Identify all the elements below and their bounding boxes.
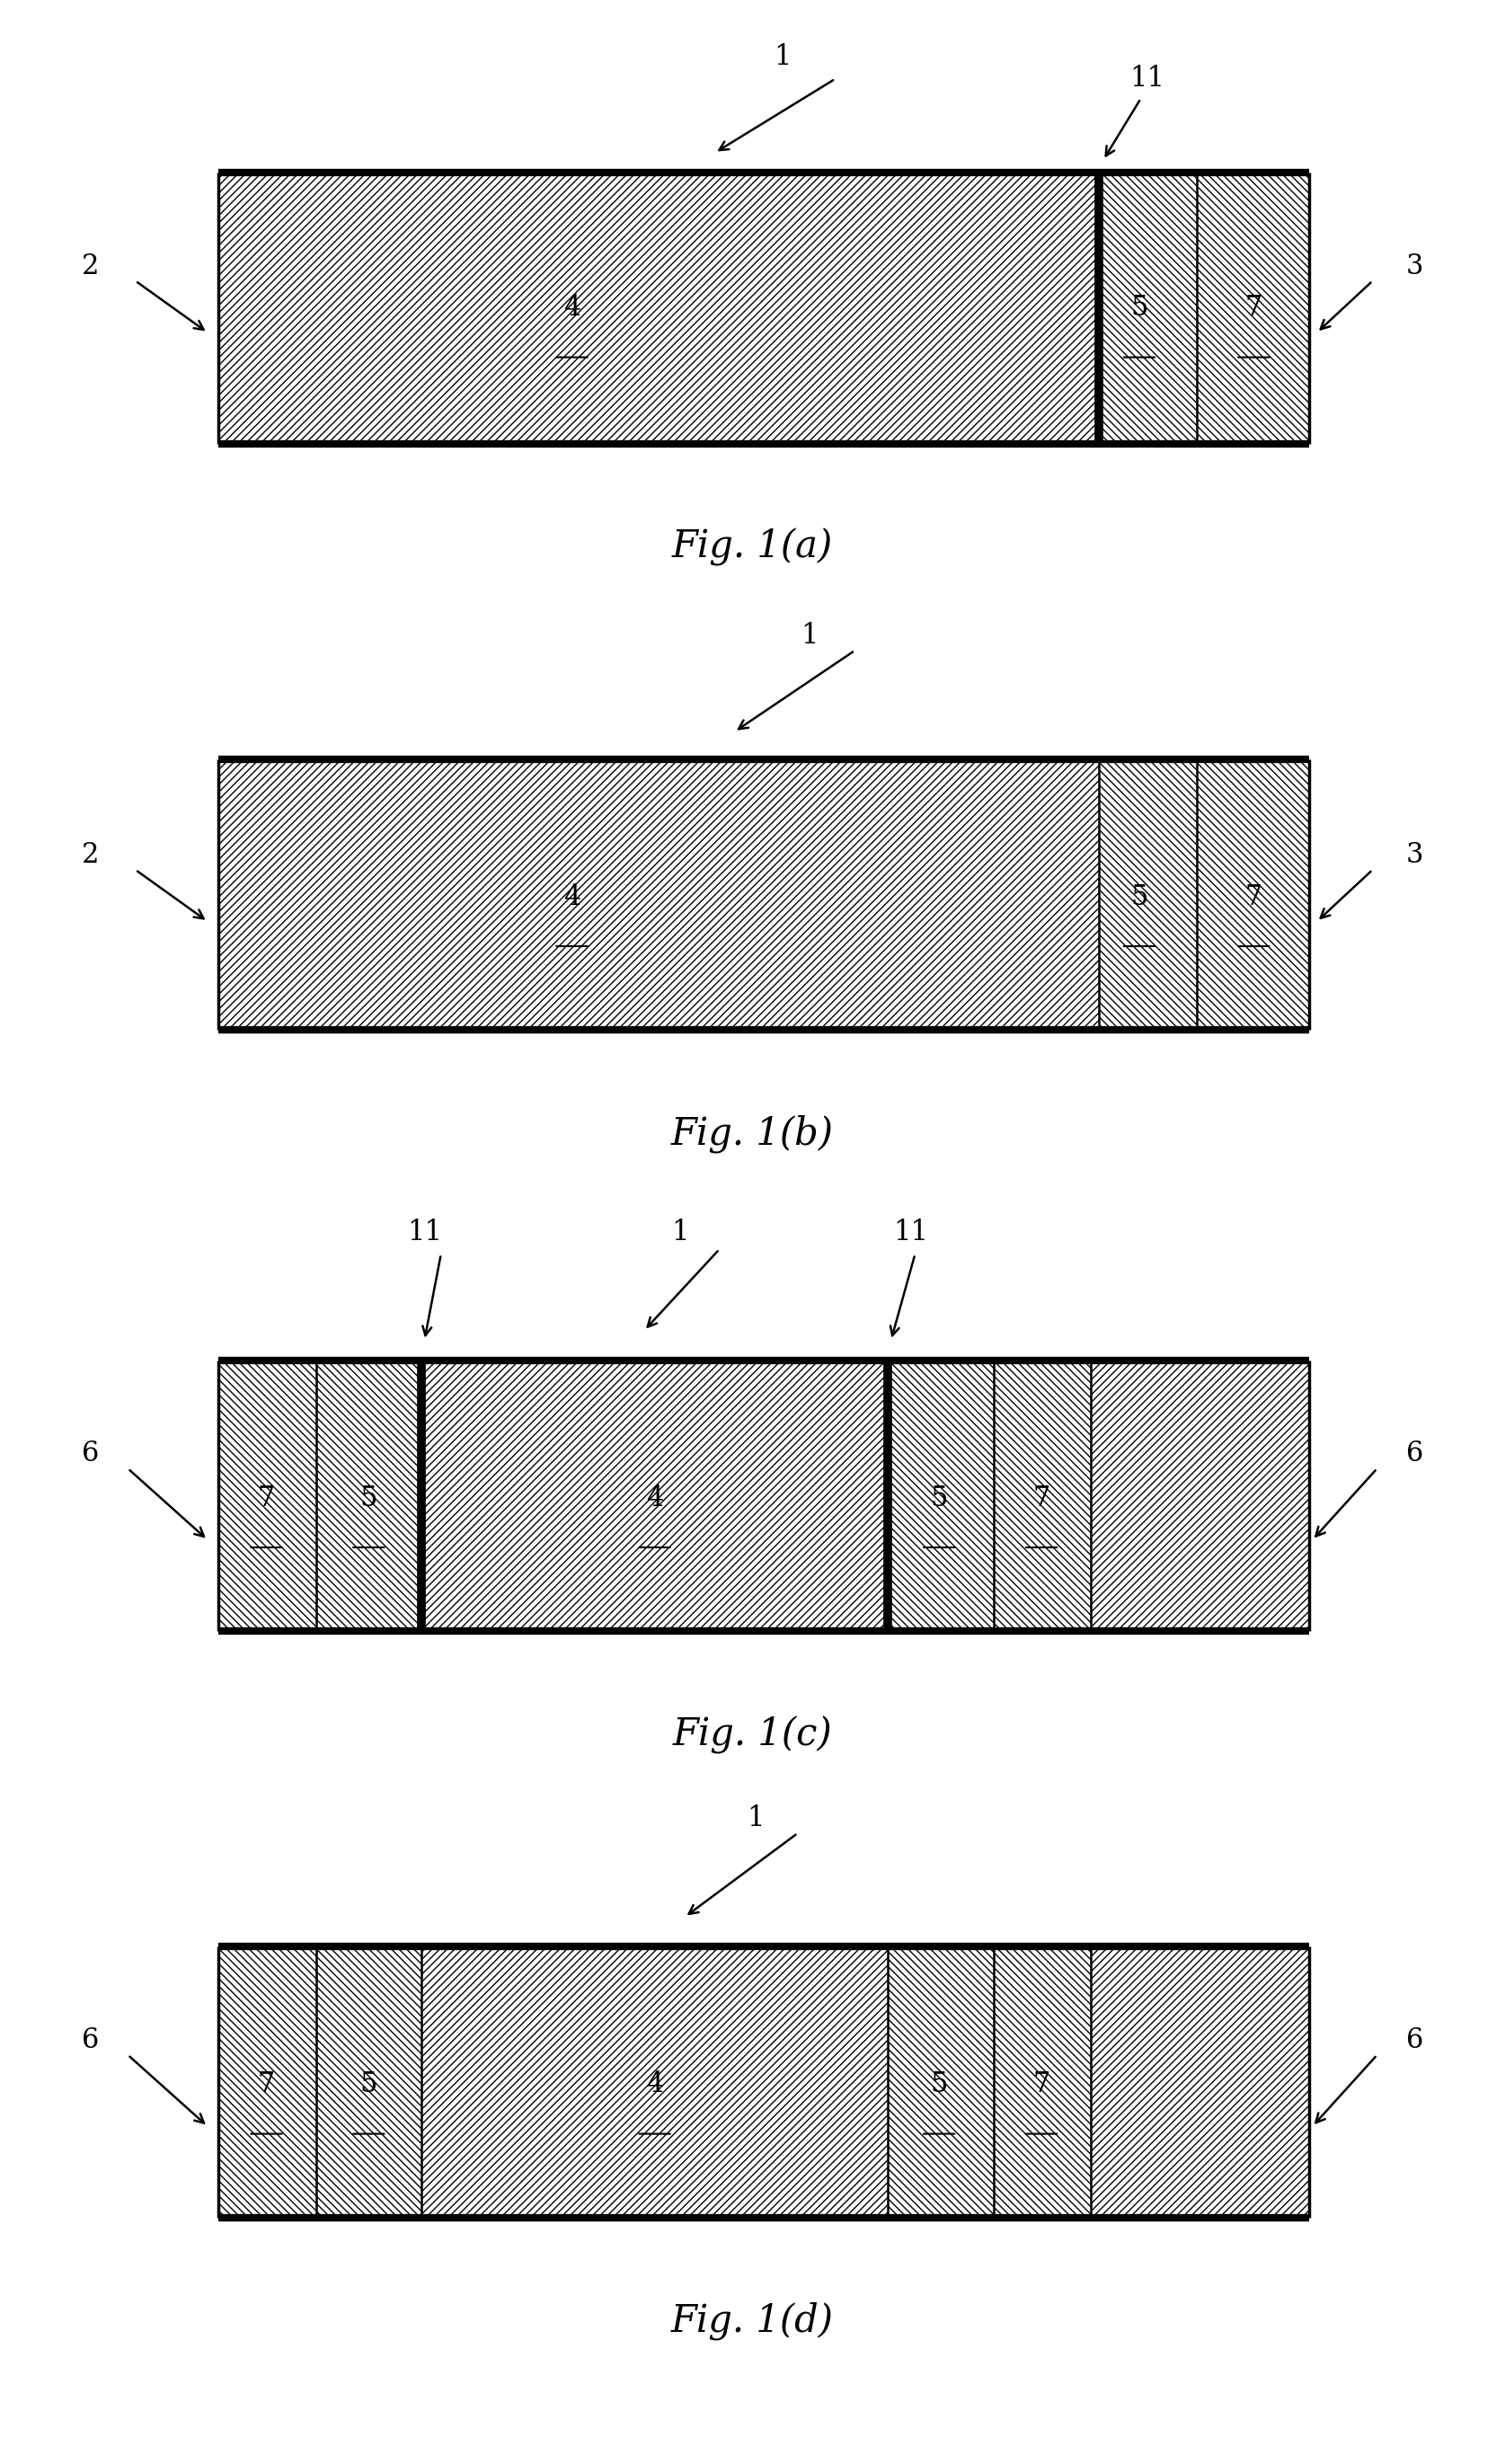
Bar bbox=[888, 1360, 993, 1631]
Text: 5: 5 bbox=[360, 2070, 378, 2099]
Bar bbox=[421, 1947, 888, 2218]
Text: 2: 2 bbox=[81, 840, 99, 870]
Text: 7: 7 bbox=[257, 2070, 275, 2099]
Text: 7: 7 bbox=[1245, 293, 1263, 323]
Text: 2: 2 bbox=[81, 251, 99, 281]
Bar bbox=[218, 1947, 316, 2218]
Text: 5: 5 bbox=[930, 2070, 948, 2099]
Text: Fig. 1(c): Fig. 1(c) bbox=[673, 1715, 832, 1754]
Bar bbox=[218, 1360, 316, 1631]
Bar bbox=[993, 1360, 1091, 1631]
Text: 11: 11 bbox=[406, 1217, 442, 1247]
Text: 7: 7 bbox=[1245, 882, 1263, 912]
Text: 7: 7 bbox=[257, 1483, 275, 1513]
Text: 11: 11 bbox=[1129, 64, 1165, 94]
Bar bbox=[1091, 1360, 1309, 1631]
Text: 1: 1 bbox=[671, 1217, 689, 1247]
Bar bbox=[1099, 172, 1196, 444]
Text: Fig. 1(a): Fig. 1(a) bbox=[671, 527, 834, 567]
Text: 5: 5 bbox=[1130, 293, 1148, 323]
Text: 1: 1 bbox=[801, 621, 819, 650]
Bar bbox=[316, 1360, 421, 1631]
Bar bbox=[421, 1360, 888, 1631]
Text: 7: 7 bbox=[1032, 2070, 1050, 2099]
Text: Fig. 1(b): Fig. 1(b) bbox=[671, 1114, 834, 1153]
Text: 4: 4 bbox=[646, 2070, 664, 2099]
Text: 6: 6 bbox=[81, 2025, 99, 2055]
Bar bbox=[1196, 172, 1309, 444]
Text: 4: 4 bbox=[563, 882, 581, 912]
Text: 5: 5 bbox=[360, 1483, 378, 1513]
Bar bbox=[1099, 759, 1196, 1030]
Bar bbox=[1091, 1947, 1309, 2218]
Text: 1: 1 bbox=[746, 1804, 765, 1833]
Bar bbox=[1196, 759, 1309, 1030]
Text: 5: 5 bbox=[1130, 882, 1148, 912]
Text: 1: 1 bbox=[774, 42, 792, 71]
Text: 6: 6 bbox=[1406, 1439, 1424, 1469]
Text: 3: 3 bbox=[1406, 251, 1424, 281]
Bar bbox=[993, 1947, 1091, 2218]
Text: 5: 5 bbox=[930, 1483, 948, 1513]
Text: 3: 3 bbox=[1406, 840, 1424, 870]
Text: 6: 6 bbox=[81, 1439, 99, 1469]
Text: 4: 4 bbox=[646, 1483, 664, 1513]
Text: 6: 6 bbox=[1406, 2025, 1424, 2055]
Text: 7: 7 bbox=[1032, 1483, 1050, 1513]
Bar bbox=[888, 1947, 993, 2218]
Bar bbox=[218, 172, 1099, 444]
Text: 4: 4 bbox=[563, 293, 581, 323]
Text: Fig. 1(d): Fig. 1(d) bbox=[671, 2301, 834, 2341]
Bar bbox=[316, 1947, 421, 2218]
Text: 11: 11 bbox=[892, 1217, 929, 1247]
Bar bbox=[218, 759, 1099, 1030]
